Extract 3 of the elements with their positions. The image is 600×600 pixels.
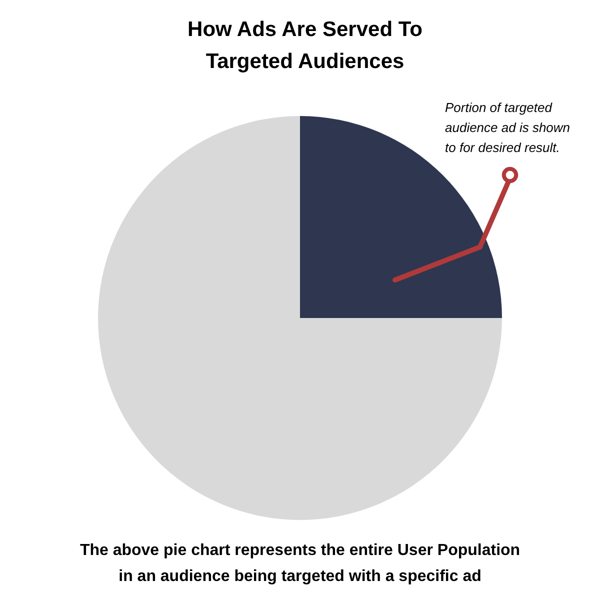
chart-title: How Ads Are Served To Targeted Audiences: [188, 18, 422, 73]
text: The above pie chart represents the entire User Population in an audience being targeted with a specific ad: [80, 542, 520, 585]
text: Portion of targeted audience ad is shown to for desired result.: [445, 100, 570, 155]
